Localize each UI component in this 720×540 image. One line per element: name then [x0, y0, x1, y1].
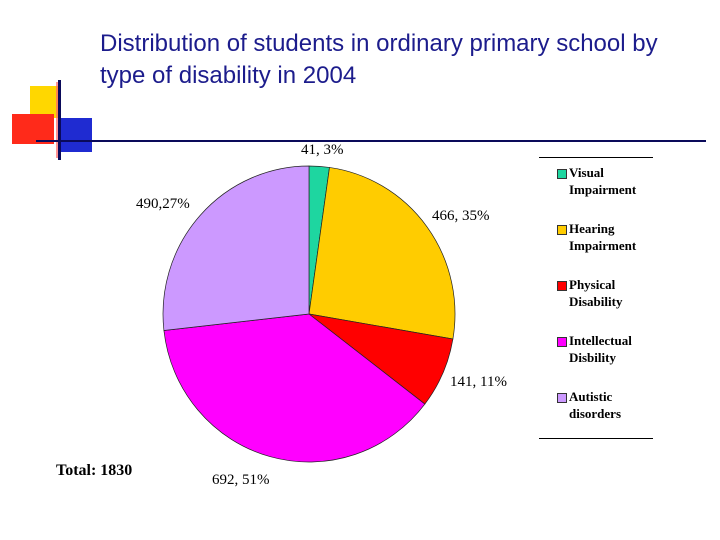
decor-vertical-line-shadow — [56, 82, 58, 158]
data-label-2: 466, 35% — [432, 208, 490, 224]
legend-label: Physical Disability — [569, 276, 622, 310]
legend-swatch — [557, 337, 567, 347]
legend-label-line: Intellectual — [569, 333, 632, 348]
legend-label-line: Hearing — [569, 221, 615, 236]
legend-label: Hearing Impairment — [569, 220, 636, 254]
pie-slices — [162, 165, 456, 463]
legend-swatch — [557, 393, 567, 403]
chart-legend: Visual Impairment Hearing Impairment Physica… — [539, 157, 653, 439]
legend-label-line: Impairment — [569, 238, 637, 253]
pie-slice-4 — [163, 313, 426, 463]
decor-yellow-square — [30, 86, 60, 118]
legend-label-line: Disability — [569, 294, 623, 309]
legend-label-line: Impairment — [569, 182, 637, 197]
pie-slice-2 — [308, 167, 456, 340]
legend-label-line: disorders — [569, 406, 621, 421]
legend-label-line: Autistic — [569, 389, 613, 404]
legend-swatch — [557, 225, 567, 235]
legend-swatch — [557, 169, 567, 179]
legend-label: Intellectual Disbility — [569, 332, 632, 366]
decor-blue-square — [60, 118, 92, 152]
legend-label: Visual Impairment — [569, 164, 636, 198]
data-label-1: 41, 3% — [301, 142, 344, 158]
decor-red-square — [12, 114, 54, 144]
pie-data-labels: 41, 3% 466, 35% 141, 11% 692, 51% 490,27% — [136, 142, 507, 488]
page-title: Distribution of students in ordinary pri… — [100, 30, 658, 89]
legend-label: Autistic disorders — [569, 388, 621, 422]
pie-slice-5 — [162, 165, 310, 331]
legend-label-line: Visual — [569, 165, 604, 180]
legend-label-line: Physical — [569, 277, 616, 292]
legend-label-line: Disbility — [569, 350, 616, 365]
data-label-5: 490,27% — [136, 196, 190, 212]
data-label-4: 692, 51% — [212, 472, 270, 488]
title-underline — [36, 140, 706, 142]
decor-vertical-line — [58, 80, 61, 160]
legend-swatch — [557, 281, 567, 291]
data-label-3: 141, 11% — [450, 374, 507, 390]
total-label: Total: 1830 — [56, 462, 133, 479]
